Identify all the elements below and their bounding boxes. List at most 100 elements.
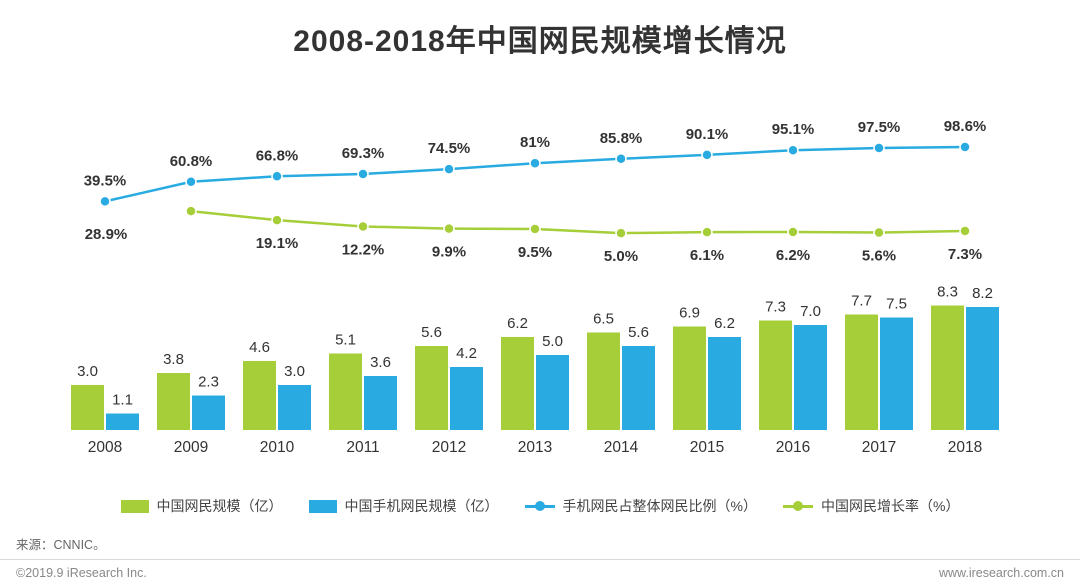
line-value-label: 6.2% [776, 247, 810, 264]
bar-green [587, 332, 620, 430]
bar-green [157, 373, 190, 430]
line-point [615, 153, 627, 165]
line-point [357, 220, 369, 233]
line-value-label: 60.8% [170, 153, 213, 170]
line-point [185, 205, 197, 217]
line-value-label: 69.3% [342, 145, 385, 162]
legend-item: 中国手机网民规模（亿） [308, 496, 499, 516]
x-axis-label: 2008 [88, 439, 122, 456]
line-point [443, 163, 455, 175]
line-value-label: 85.8% [600, 130, 643, 147]
legend-line-swatch [524, 501, 555, 511]
line-value-label: 12.2% [342, 241, 385, 258]
bar-value-label: 4.2 [456, 345, 477, 362]
x-axis-label: 2012 [432, 439, 466, 456]
line-point [873, 142, 885, 154]
bar-value-label: 3.0 [77, 363, 98, 380]
bar-value-label: 5.1 [335, 332, 356, 349]
line-value-label: 9.5% [518, 244, 552, 261]
x-axis-label: 2014 [604, 439, 639, 456]
x-axis-label: 2015 [690, 439, 724, 456]
line-value-label: 81% [520, 134, 550, 151]
bar-blue [106, 413, 139, 430]
line-value-label: 98.6% [944, 118, 987, 135]
source-note: 来源：CNNIC。 [16, 538, 106, 552]
legend-bar-swatch [120, 499, 149, 513]
legend-item: 中国网民增长率（%） [783, 496, 959, 516]
bar-green [243, 361, 276, 430]
bar-green [329, 353, 362, 430]
bar-value-label: 5.6 [421, 324, 442, 341]
bar-value-label: 2.3 [198, 374, 219, 391]
line-value-label: 95.1% [772, 121, 815, 138]
bar-value-label: 8.3 [937, 284, 958, 301]
bar-value-label: 7.7 [851, 293, 872, 310]
legend-label: 中国网民规模（亿） [156, 498, 283, 514]
line-point [615, 227, 627, 239]
bar-value-label: 6.2 [507, 315, 528, 332]
bar-value-label: 3.0 [284, 363, 305, 380]
x-axis-label: 2010 [260, 439, 295, 456]
bar-blue [450, 367, 483, 430]
bar-value-label: 8.2 [972, 285, 993, 302]
bar-green [501, 337, 534, 430]
line-point [443, 222, 455, 235]
line-point [787, 144, 799, 156]
legend-label: 中国手机网民规模（亿） [344, 498, 499, 514]
bar-green [759, 320, 792, 430]
line-point [701, 226, 713, 238]
line-point [271, 214, 283, 226]
chart-canvas: 3.0 3.8 4.6 5.1 5.6 6.2 6.5 6.9 7.3 7.7 8.3 1.1 2.3 3… [71, 118, 999, 456]
legend-item: 手机网民占整体网民比例（%） [524, 496, 757, 516]
bar-value-label: 3.6 [370, 354, 391, 371]
bar-blue [278, 385, 311, 430]
bar-blue [708, 337, 741, 430]
line-value-label: 66.8% [256, 147, 299, 164]
bar-value-label: 3.8 [163, 351, 184, 368]
line-point [959, 225, 971, 237]
line-value-label: 19.1% [256, 235, 299, 252]
website-text: www.iresearch.com.cn [938, 565, 1064, 580]
line-point [873, 226, 885, 239]
bar-green [71, 385, 104, 430]
line-value-label: 28.9% [85, 226, 128, 243]
x-axis-label: 2016 [776, 439, 810, 456]
legend-item: 中国网民规模（亿） [120, 496, 283, 516]
bar-blue [536, 355, 569, 430]
chart-area: 3.0 3.8 4.6 5.1 5.6 6.2 6.5 6.9 7.3 7.7 8.3 1.1 2.3 3… [0, 90, 1080, 465]
x-axis-label: 2013 [518, 439, 552, 456]
line-value-label: 97.5% [858, 119, 901, 136]
bar-value-label: 7.5 [886, 296, 907, 313]
bar-value-label: 7.3 [765, 299, 786, 316]
legend-label: 手机网民占整体网民比例（%） [562, 498, 757, 514]
bar-blue [880, 317, 913, 430]
legend-line-dot-icon [793, 501, 803, 511]
chart-title: 2008-2018年中国网民规模增长情况 [293, 25, 787, 58]
line-value-label: 90.1% [686, 126, 729, 143]
footer-bar: ©2019.9 iResearch Inc. www.iresearch.com… [0, 559, 1080, 585]
line-value-label: 5.6% [862, 248, 896, 265]
legend-line-dot-icon [534, 501, 545, 511]
bar-value-label: 4.6 [249, 339, 270, 356]
bar-value-label: 6.9 [679, 305, 700, 322]
x-axis-label: 2018 [948, 439, 982, 456]
bar-blue [966, 307, 999, 430]
bar-blue [622, 346, 655, 430]
bar-green [673, 326, 706, 430]
legend-bar-swatch [308, 499, 337, 513]
bar-value-label: 6.2 [714, 315, 735, 332]
bar-value-label: 7.0 [800, 303, 821, 320]
bar-green [931, 305, 964, 430]
line-point [99, 195, 111, 208]
x-axis-label: 2011 [346, 439, 379, 456]
line-value-label: 74.5% [428, 140, 471, 157]
line-value-label: 39.5% [84, 172, 127, 189]
line-value-label: 7.3% [948, 246, 982, 263]
line-value-label: 6.1% [690, 247, 724, 264]
line-point [701, 149, 713, 161]
legend: 中国网民规模（亿） 中国手机网民规模（亿） 手机网民占整体网民比例（%） 中国网民增长… [0, 496, 1080, 516]
line-point [271, 170, 283, 183]
bar-blue [192, 395, 225, 430]
bar-green [845, 314, 878, 430]
